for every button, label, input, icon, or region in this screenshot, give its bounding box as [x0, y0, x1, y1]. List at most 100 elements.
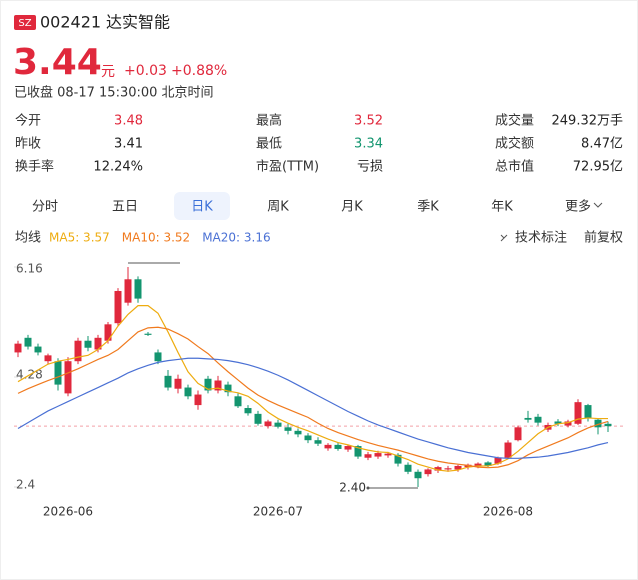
candle-body	[304, 435, 312, 441]
candle-body	[294, 430, 302, 435]
y-tick-label: 6.16	[16, 262, 43, 276]
stat-value: 3.52	[354, 114, 383, 129]
tool-icon	[500, 234, 508, 242]
candle-body	[364, 454, 372, 458]
candle-body	[384, 453, 392, 456]
x-tick-label: 2026-08	[483, 505, 533, 519]
candle-body	[344, 446, 352, 450]
annotation: 2.40	[339, 481, 366, 495]
ma-line	[17, 357, 609, 459]
candle-body	[284, 427, 292, 431]
status: 已收盘 08-17 15:30:00 北京时间	[14, 85, 214, 101]
candle-body	[234, 396, 242, 407]
stat-value: 249.32万手	[552, 114, 624, 129]
annotation-dot	[366, 486, 370, 490]
stat-value: 12.24%	[93, 160, 143, 175]
candle-body	[114, 290, 122, 324]
stat-label: 市盈(TTM)	[256, 159, 319, 175]
legend-entry: MA5: 3.57	[49, 231, 110, 245]
price: 3.44	[13, 42, 102, 83]
candle-body	[454, 465, 462, 470]
stat-label: 总市值	[495, 159, 534, 175]
candle-body	[154, 352, 162, 362]
tab[interactable]: 更多	[565, 199, 591, 215]
candle-body	[474, 463, 482, 466]
tab[interactable]: 分时	[32, 200, 58, 215]
tab[interactable]: 年K	[491, 200, 513, 215]
candle-body	[54, 361, 62, 385]
candle-body	[74, 340, 82, 362]
candle-body	[594, 419, 602, 428]
candle-body	[584, 405, 592, 418]
market: SZ	[18, 18, 31, 29]
change: +0.03	[124, 63, 167, 79]
x-tick-label: 2026-06	[43, 505, 93, 519]
candle-body	[164, 375, 172, 388]
candle-body	[24, 337, 32, 347]
stat-value: 72.95亿	[573, 160, 623, 175]
candle-body	[324, 444, 332, 449]
stat-label: 成交量	[495, 113, 534, 129]
ma-line	[17, 326, 609, 469]
candle-body	[64, 361, 72, 394]
candle-body	[514, 427, 522, 441]
candle-body	[534, 416, 542, 423]
candle-body	[434, 467, 442, 471]
candle-body	[394, 454, 402, 464]
candle-body	[244, 408, 252, 414]
stat-label: 换手率	[15, 159, 54, 175]
stat-value: 3.34	[354, 137, 383, 152]
candle-body	[144, 333, 152, 335]
candle-body	[274, 422, 282, 427]
candle-body	[44, 355, 52, 362]
ma-line	[17, 305, 608, 472]
y-tick-label: 2.4	[16, 478, 35, 492]
stat-value: 亏损	[357, 160, 383, 175]
candle-body	[604, 423, 612, 427]
candle-body	[174, 378, 182, 389]
candle-body	[14, 343, 22, 353]
stock-name: 达实智能	[106, 13, 170, 32]
tool[interactable]: 前复权	[584, 230, 623, 246]
tool[interactable]: 技术标注	[515, 231, 567, 246]
candle-body	[204, 378, 212, 391]
tab[interactable]: 周K	[267, 200, 289, 215]
candle-body	[414, 471, 422, 479]
active-tab-bg	[174, 192, 230, 220]
candle-body	[354, 446, 362, 457]
stat-label: 昨收	[15, 137, 41, 152]
price-unit: 元	[101, 64, 115, 80]
candle-body	[404, 464, 412, 472]
stat-value: 3.48	[114, 114, 143, 129]
candle-body	[494, 457, 502, 464]
tab[interactable]: 季K	[417, 200, 439, 215]
candle-body	[574, 402, 582, 424]
candle-body	[124, 279, 132, 303]
candle-body	[504, 442, 512, 458]
tab[interactable]: 五日	[112, 200, 138, 215]
candle-body	[184, 387, 192, 397]
tab[interactable]: 日K	[191, 200, 213, 215]
stat-label: 最高	[256, 113, 282, 129]
stat-value: 8.47亿	[581, 137, 623, 152]
stat-label: 最低	[256, 137, 282, 152]
candle-body	[94, 337, 102, 350]
stat-label: 成交额	[495, 136, 534, 152]
candle-body	[224, 384, 232, 393]
candle-body	[484, 462, 492, 466]
candle-body	[374, 453, 382, 457]
candle-body	[264, 421, 272, 427]
legend-entry: MA20: 3.16	[202, 231, 270, 245]
stat-value: 3.41	[114, 137, 143, 152]
candle-body	[444, 468, 452, 470]
market-badge	[14, 15, 36, 30]
candle-body	[34, 346, 42, 353]
candle-body	[334, 444, 342, 449]
legend-entry: MA10: 3.52	[122, 231, 190, 245]
candle-body	[214, 380, 222, 391]
tab[interactable]: 月K	[341, 200, 363, 215]
x-tick-label: 2026-07	[253, 505, 303, 519]
candle-body	[524, 417, 532, 420]
